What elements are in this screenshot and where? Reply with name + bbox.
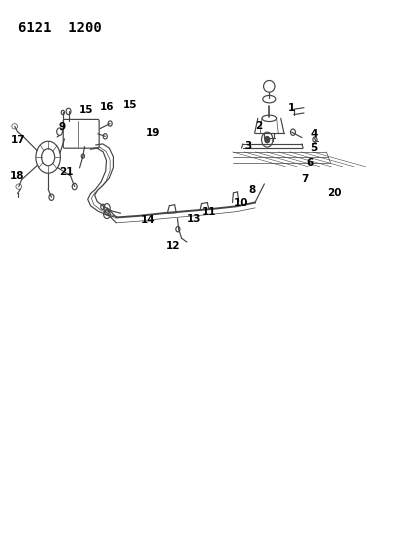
Text: 5: 5 xyxy=(310,143,318,153)
Text: 12: 12 xyxy=(166,241,181,251)
Text: 10: 10 xyxy=(233,198,248,207)
Text: 19: 19 xyxy=(146,128,160,138)
Text: 11: 11 xyxy=(202,207,217,216)
Text: 15: 15 xyxy=(79,106,94,115)
Text: 7: 7 xyxy=(302,174,309,183)
Text: 6: 6 xyxy=(306,158,314,168)
Text: 21: 21 xyxy=(59,167,74,176)
Text: 18: 18 xyxy=(10,172,24,181)
Text: 15: 15 xyxy=(123,100,138,110)
Text: 4: 4 xyxy=(310,130,318,139)
Text: 17: 17 xyxy=(11,135,25,144)
Text: 9: 9 xyxy=(58,122,66,132)
Text: 2: 2 xyxy=(255,122,263,131)
Text: 13: 13 xyxy=(187,214,202,223)
Circle shape xyxy=(265,136,270,143)
Text: 20: 20 xyxy=(327,188,342,198)
Text: 14: 14 xyxy=(140,215,155,224)
Text: 1: 1 xyxy=(288,103,295,112)
Text: 6121  1200: 6121 1200 xyxy=(18,21,102,35)
Text: 3: 3 xyxy=(244,141,252,150)
Text: 8: 8 xyxy=(248,185,255,195)
Text: 16: 16 xyxy=(100,102,114,111)
